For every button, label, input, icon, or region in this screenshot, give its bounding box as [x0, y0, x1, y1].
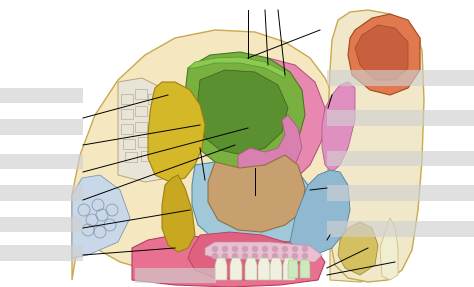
Bar: [135, 122, 147, 132]
Bar: [327, 221, 474, 237]
Circle shape: [292, 253, 298, 259]
Circle shape: [243, 247, 247, 251]
Circle shape: [273, 247, 277, 251]
Bar: [327, 151, 474, 166]
Bar: [0, 88, 83, 103]
Circle shape: [302, 253, 308, 259]
Circle shape: [212, 253, 218, 259]
Circle shape: [233, 253, 237, 259]
Bar: [151, 109, 163, 119]
Polygon shape: [245, 258, 257, 280]
Polygon shape: [338, 222, 378, 275]
Bar: [135, 89, 147, 99]
Polygon shape: [72, 30, 340, 280]
Polygon shape: [355, 25, 408, 80]
Bar: [0, 119, 83, 135]
Polygon shape: [132, 235, 325, 287]
Circle shape: [253, 247, 257, 251]
Circle shape: [212, 247, 218, 251]
Polygon shape: [192, 158, 310, 250]
Polygon shape: [198, 70, 288, 155]
Bar: [123, 139, 135, 149]
Polygon shape: [283, 258, 295, 280]
Polygon shape: [188, 57, 285, 78]
Circle shape: [263, 253, 267, 259]
Polygon shape: [348, 14, 420, 95]
Polygon shape: [208, 155, 305, 232]
Bar: [327, 70, 474, 86]
Circle shape: [233, 247, 237, 251]
Polygon shape: [162, 175, 195, 252]
Polygon shape: [270, 258, 282, 280]
Polygon shape: [205, 242, 322, 262]
Bar: [327, 185, 474, 201]
Bar: [0, 217, 83, 232]
Bar: [0, 185, 83, 201]
Circle shape: [302, 247, 308, 251]
Circle shape: [243, 253, 247, 259]
Bar: [121, 124, 133, 134]
Bar: [141, 151, 153, 161]
Bar: [135, 106, 147, 116]
Polygon shape: [218, 58, 325, 192]
Bar: [121, 94, 133, 104]
Polygon shape: [118, 78, 188, 182]
Circle shape: [222, 247, 228, 251]
Polygon shape: [215, 258, 227, 280]
Polygon shape: [322, 82, 355, 172]
Polygon shape: [300, 260, 310, 278]
Polygon shape: [380, 218, 398, 280]
Circle shape: [283, 253, 288, 259]
Polygon shape: [230, 258, 242, 280]
Bar: [151, 137, 163, 147]
Circle shape: [222, 253, 228, 259]
Polygon shape: [290, 170, 350, 255]
Bar: [121, 109, 133, 119]
Bar: [0, 154, 83, 169]
Bar: [327, 110, 474, 126]
Polygon shape: [185, 52, 305, 170]
Polygon shape: [330, 30, 422, 282]
Polygon shape: [238, 115, 302, 185]
Polygon shape: [148, 82, 205, 182]
Bar: [0, 245, 83, 261]
Circle shape: [283, 247, 288, 251]
Bar: [135, 268, 216, 283]
Bar: [138, 137, 150, 147]
Circle shape: [273, 253, 277, 259]
Polygon shape: [72, 175, 130, 258]
Circle shape: [292, 247, 298, 251]
Circle shape: [253, 253, 257, 259]
Bar: [125, 152, 137, 162]
Bar: [151, 122, 163, 132]
Circle shape: [263, 247, 267, 251]
Polygon shape: [328, 10, 424, 282]
Polygon shape: [258, 258, 270, 280]
Polygon shape: [288, 260, 298, 278]
Bar: [148, 94, 160, 104]
Polygon shape: [188, 232, 300, 280]
